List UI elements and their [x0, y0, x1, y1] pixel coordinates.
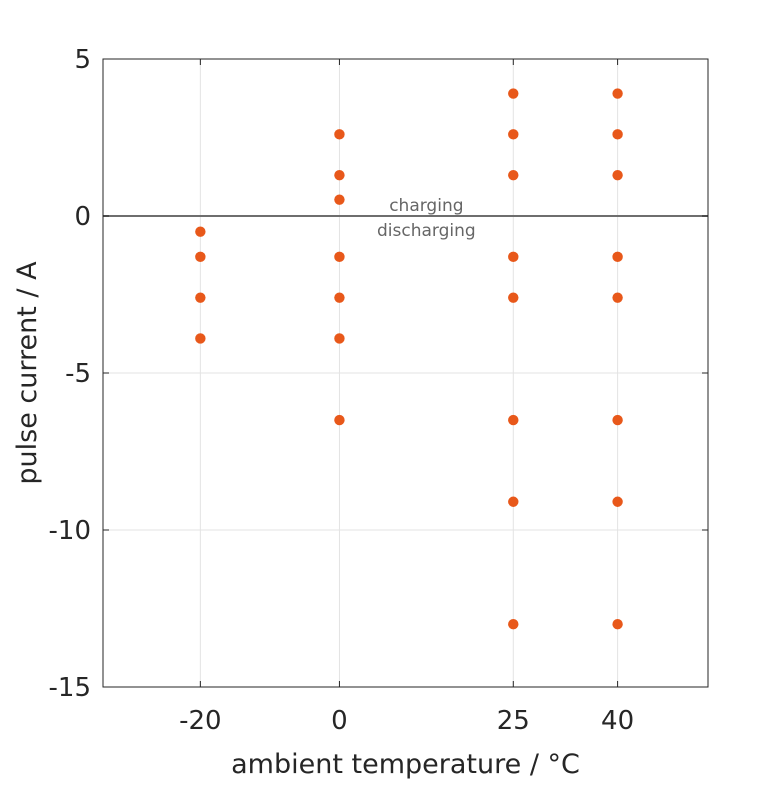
- data-point: [508, 619, 519, 630]
- y-tick-labels: -15 -10 -5 0 5: [49, 45, 91, 703]
- data-point: [612, 496, 623, 507]
- data-point: [612, 414, 623, 426]
- x-axis-title: ambient temperature / °C: [231, 749, 580, 780]
- tick-marks: [103, 58, 708, 688]
- y-tick-label: -15: [49, 673, 91, 703]
- annotation-charging: charging: [389, 196, 463, 216]
- y-axis-title: pulse current / A: [12, 261, 43, 485]
- x-tick-label: 25: [497, 706, 530, 736]
- data-points: [195, 88, 623, 630]
- data-point: [508, 251, 519, 263]
- data-point: [612, 88, 623, 99]
- data-point: [195, 333, 206, 344]
- data-point: [612, 251, 623, 263]
- data-point: [612, 129, 623, 140]
- data-point: [195, 251, 206, 263]
- annotation-discharging: discharging: [377, 221, 476, 241]
- data-point: [612, 619, 623, 630]
- data-point: [334, 194, 345, 205]
- y-tick-label: 0: [74, 202, 91, 232]
- data-point: [508, 414, 519, 426]
- x-tick-label: -20: [179, 706, 221, 736]
- data-point: [508, 292, 519, 303]
- y-tick-label: -10: [49, 516, 91, 546]
- y-tick-label: -5: [65, 359, 91, 389]
- data-point: [334, 292, 345, 303]
- data-point: [334, 129, 345, 140]
- data-point: [195, 292, 206, 303]
- data-point: [508, 88, 519, 99]
- data-point: [612, 169, 623, 181]
- data-point: [334, 251, 345, 263]
- x-tick-label: 40: [601, 706, 634, 736]
- x-tick-labels: -20 0 25 40: [179, 706, 634, 736]
- y-tick-label: 5: [74, 45, 91, 75]
- data-point: [195, 226, 206, 237]
- data-point: [508, 129, 519, 140]
- data-point: [612, 292, 623, 303]
- x-tick-label: 0: [331, 706, 348, 736]
- data-point: [334, 169, 345, 181]
- data-point: [508, 169, 519, 181]
- data-point: [508, 496, 519, 507]
- data-point: [334, 414, 345, 426]
- grid: [103, 58, 708, 688]
- data-point: [334, 333, 345, 344]
